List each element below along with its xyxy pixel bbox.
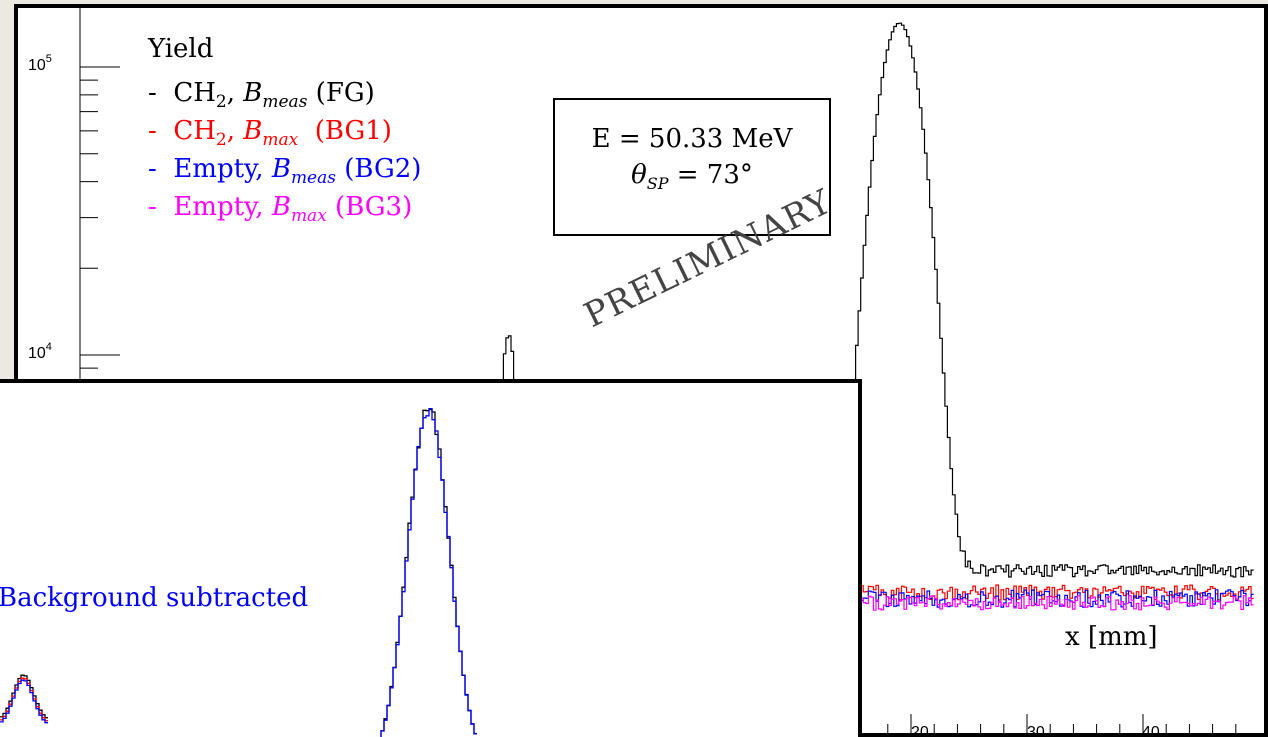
inset-histogram-frame: Background subtracted <box>0 379 862 737</box>
angle-label: θSP = 73° <box>631 160 753 194</box>
legend: Yield - CH2, Bmeas (FG) - CH2, Bmax (BG1… <box>148 36 421 232</box>
inset-histogram <box>0 407 477 737</box>
x-axis-label: x [mm] <box>1065 622 1158 652</box>
x-tick-labels: 20 30 40 <box>911 724 1160 737</box>
x-tick-label-40: 40 <box>1142 724 1160 737</box>
legend-entry-bg2: - Empty, Bmeas (BG2) <box>148 154 422 189</box>
y-tick-label-1e4: 104 <box>28 341 52 362</box>
inset-left-bump-2 <box>0 679 48 724</box>
inset-left-bump-1 <box>0 677 48 722</box>
y-tick-labels: 105 104 <box>28 53 52 362</box>
kinematics-info-box: E = 50.33 MeV θSP = 73° <box>553 98 831 236</box>
inset-label: Background subtracted <box>0 583 309 613</box>
y-tick-label-1e5: 105 <box>28 53 52 74</box>
x-tick-label-30: 30 <box>1027 724 1045 737</box>
inset-series-line-1 <box>380 407 477 737</box>
legend-entry-bg1: - CH2, Bmax (BG1) <box>148 116 392 151</box>
x-tick-label-20: 20 <box>911 724 929 737</box>
inset-series-lines <box>0 407 477 737</box>
legend-entry-fg: - CH2, Bmeas (FG) <box>148 78 375 113</box>
x-ticks <box>887 714 1237 733</box>
legend-entry-bg3: - Empty, Bmax (BG3) <box>148 192 413 227</box>
legend-header: Yield <box>148 34 214 64</box>
energy-label: E = 50.33 MeV <box>591 124 793 154</box>
